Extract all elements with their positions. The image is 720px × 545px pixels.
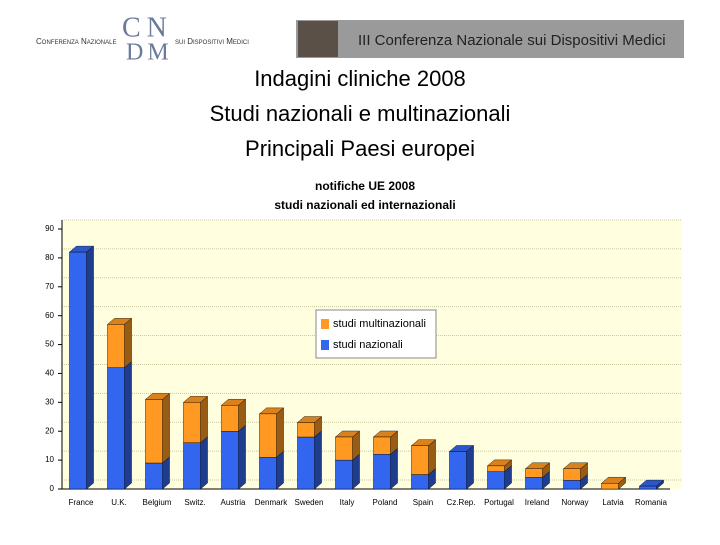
logo-top: CN [122, 12, 173, 43]
bar [183, 402, 201, 443]
bar [221, 405, 239, 432]
bar [183, 442, 201, 490]
slide-title: Principali Paesi europei [245, 136, 475, 161]
x-tick-label: France [69, 498, 94, 507]
bar [259, 413, 277, 458]
bar [601, 483, 619, 490]
bar-side [314, 430, 322, 490]
bar-side [86, 245, 94, 490]
x-tick-label: Cz.Rep. [447, 498, 476, 507]
chart-subtitle: studi nazionali ed internazionali [274, 198, 455, 212]
bar [411, 445, 429, 475]
bar [411, 474, 429, 490]
bar-side [276, 450, 284, 490]
x-tick-label: Belgium [143, 498, 172, 507]
x-tick-label: Romania [635, 498, 668, 507]
bar-side [124, 361, 132, 490]
bar [221, 431, 239, 490]
y-tick-label: 20 [45, 426, 54, 435]
y-tick-label: 50 [45, 340, 54, 349]
legend-swatch [321, 319, 329, 329]
banner-photo [298, 21, 338, 57]
chart-title: notifiche UE 2008 [315, 179, 415, 193]
legend-label: studi multinazionali [333, 318, 426, 330]
y-tick-label: 30 [45, 397, 54, 406]
bar-side [466, 445, 474, 490]
bar [107, 367, 125, 490]
bar [373, 436, 391, 455]
x-tick-label: Poland [373, 498, 398, 507]
bar [297, 422, 315, 438]
x-tick-label: Austria [221, 498, 246, 507]
x-tick-label: Sweden [295, 498, 324, 507]
logo-bottom: DM [126, 40, 173, 66]
bar [563, 480, 581, 490]
y-tick-label: 10 [45, 455, 54, 464]
logo-left: Conferenza Nazionale [36, 37, 116, 46]
bar-side [162, 393, 170, 464]
x-tick-label: Ireland [525, 498, 549, 507]
y-tick-label: 70 [45, 282, 54, 291]
legend-box [315, 309, 437, 359]
bar [373, 454, 391, 490]
banner-text: III Conferenza Nazionale sui Dispositivi… [358, 32, 666, 49]
bar-side [200, 436, 208, 490]
legend-swatch [321, 340, 329, 350]
bar [145, 462, 163, 490]
bar [563, 468, 581, 481]
bar-side [390, 447, 398, 490]
bar [69, 251, 87, 490]
x-tick-label: U.K. [111, 498, 127, 507]
logo-right: sui Dispositivi Medici [175, 37, 249, 46]
bar [107, 324, 125, 368]
bar-side [238, 424, 246, 490]
x-tick-label: Italy [340, 498, 355, 507]
slide-title: Studi nazionali e multinazionali [210, 101, 511, 126]
banner-bg [296, 20, 684, 58]
bar [525, 477, 543, 490]
bar-side [200, 395, 208, 444]
bar [487, 465, 505, 472]
bar [639, 485, 657, 490]
legend-label: studi nazionali [333, 339, 403, 351]
y-tick-label: 90 [45, 224, 54, 233]
y-tick-label: 0 [50, 484, 55, 493]
bar-side [276, 407, 284, 458]
bar [525, 468, 543, 478]
bar [335, 436, 353, 461]
x-tick-label: Norway [561, 498, 588, 507]
y-tick-label: 40 [45, 369, 54, 378]
x-tick-label: Spain [413, 498, 433, 507]
x-tick-label: Latvia [602, 498, 624, 507]
y-tick-label: 80 [45, 253, 54, 262]
bar [259, 457, 277, 490]
bar [449, 451, 467, 490]
y-tick-label: 60 [45, 311, 54, 320]
bar [487, 471, 505, 490]
bar-side [124, 317, 132, 369]
x-tick-label: Portugal [484, 498, 514, 507]
x-tick-label: Denmark [255, 498, 288, 507]
bar [145, 399, 163, 464]
bar [297, 436, 315, 490]
x-tick-label: Switz. [184, 498, 205, 507]
slide-title: Indagini cliniche 2008 [254, 66, 466, 91]
bar [335, 459, 353, 490]
